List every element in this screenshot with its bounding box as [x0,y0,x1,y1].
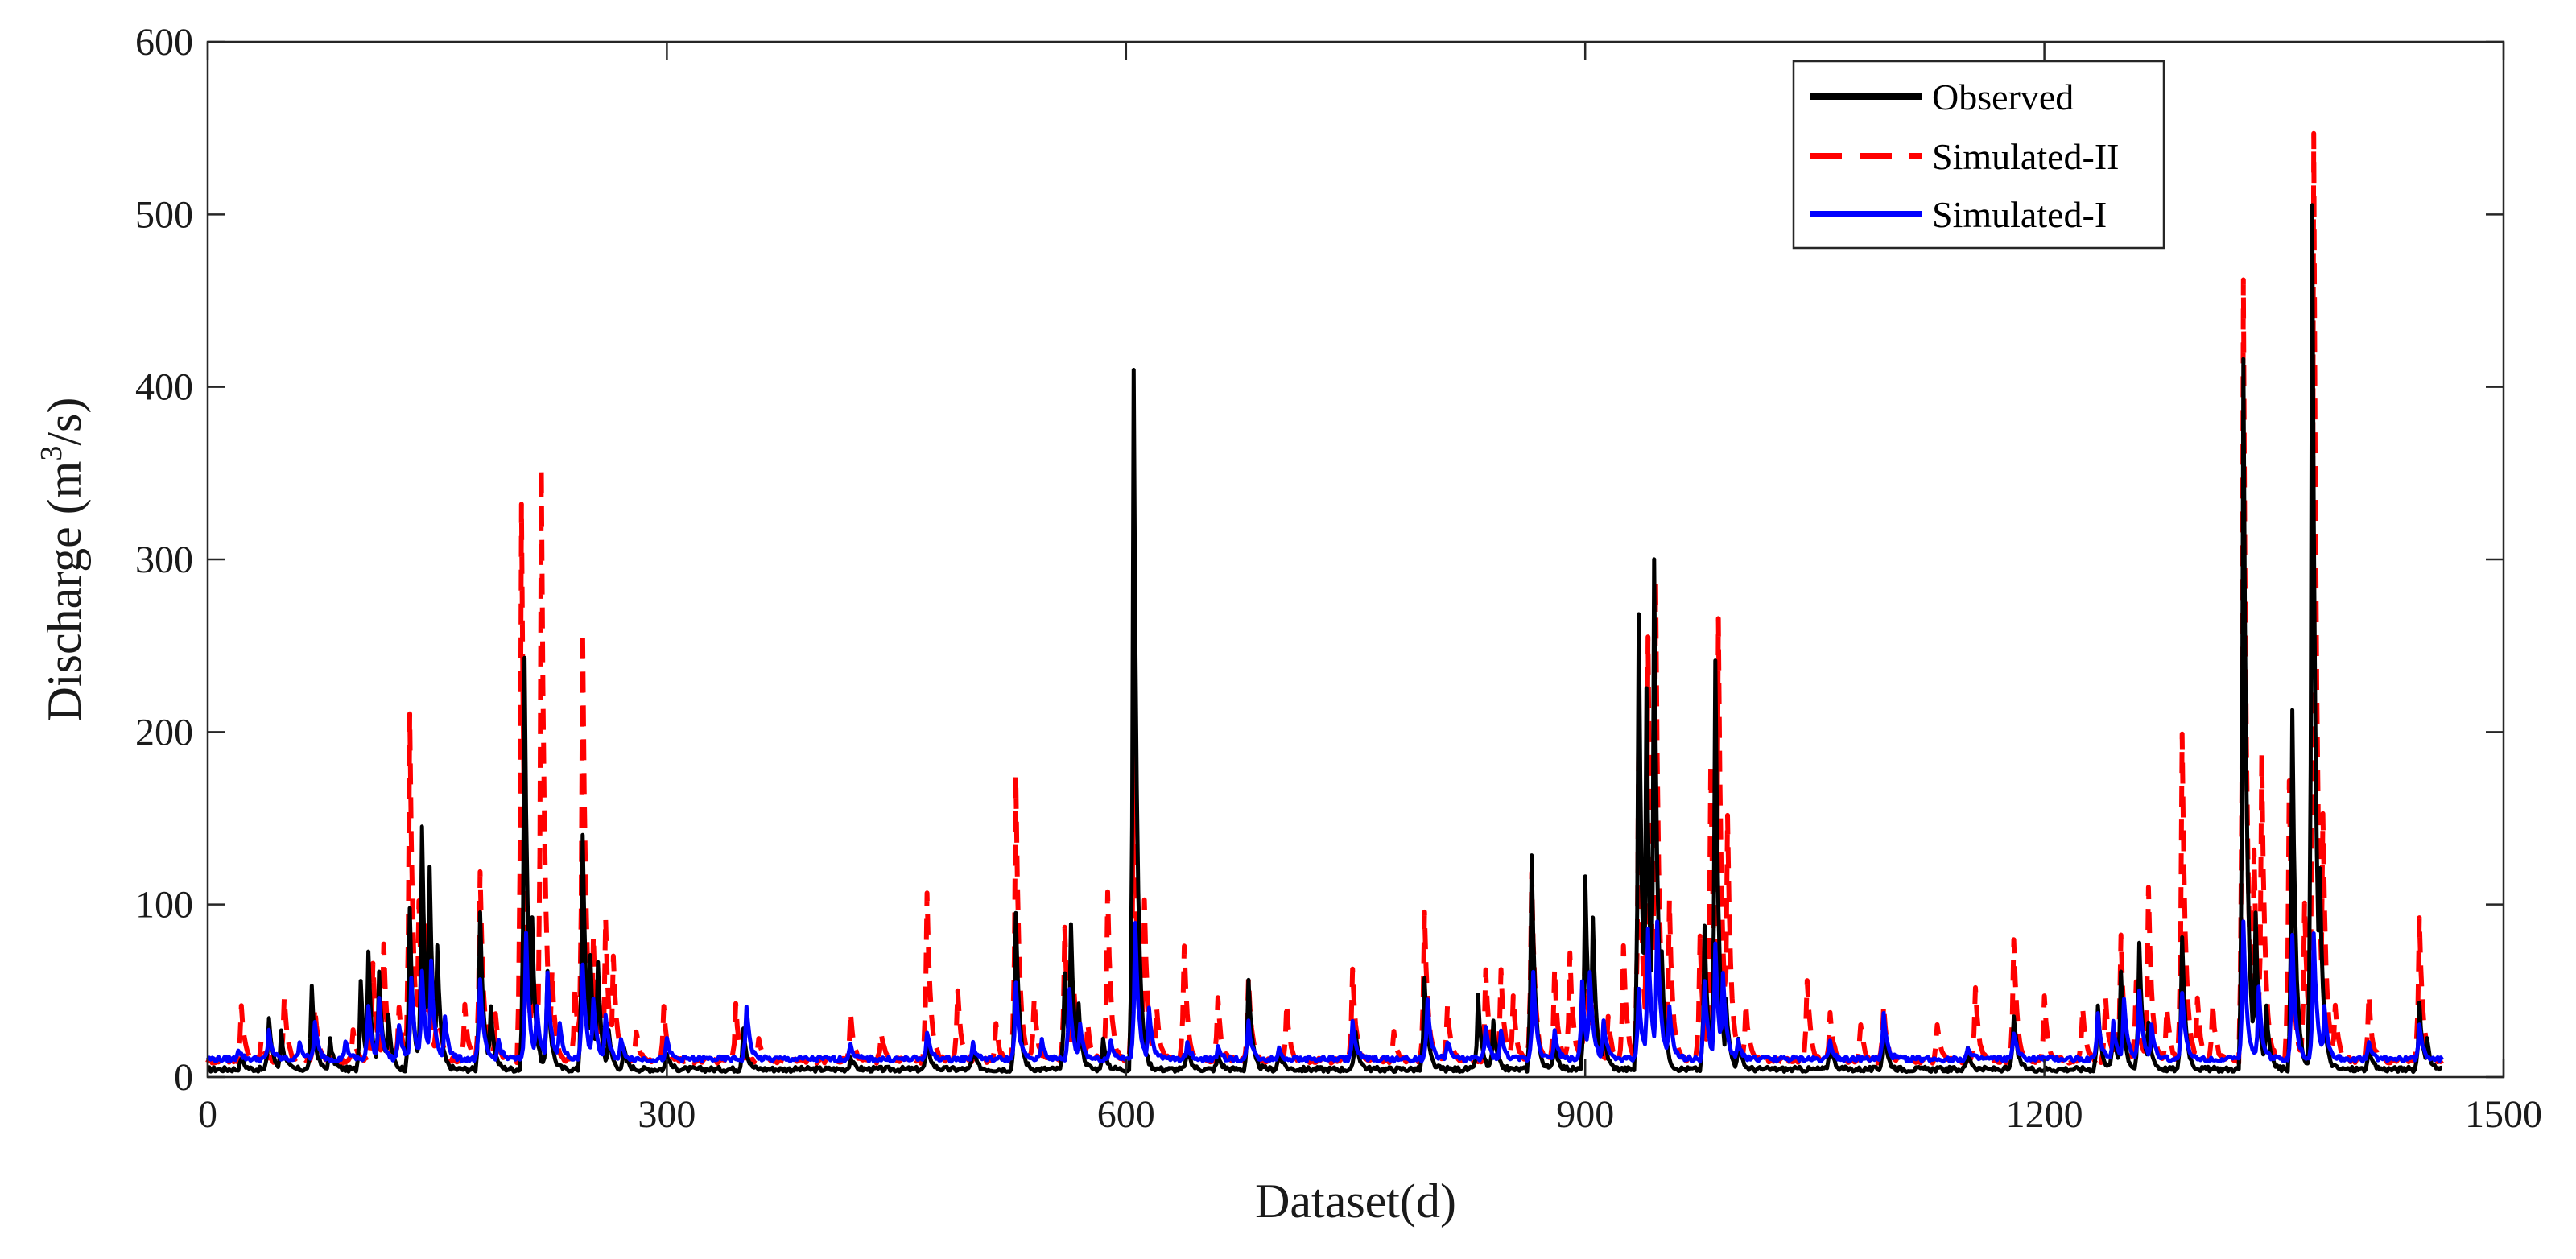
x-tick-label: 1200 [2006,1093,2083,1136]
legend: Observed Simulated-II Simulated-I [1792,60,2165,250]
y-axis-title: Discharge (m3/s) [35,398,91,722]
y-tick-label: 200 [135,711,193,753]
y-tick-label: 600 [135,21,193,64]
x-axis-title: Dataset(d) [1255,1174,1456,1228]
y-tick-label: 100 [135,884,193,927]
x-tick-label: 900 [1556,1093,1614,1136]
x-tick-label: 0 [198,1093,217,1136]
y-axis-title-prefix: Discharge (m [38,461,91,722]
y-tick-label: 0 [174,1056,193,1099]
legend-label-simulated-ii: Simulated-II [1932,136,2120,177]
ticks-layer: 0 300 600 900 1200 1500 0 100 200 300 400 500 600 [135,21,2542,1136]
legend-label-simulated-i: Simulated-I [1932,194,2107,235]
y-tick-label: 500 [135,193,193,236]
y-axis-title-suffix: /s) [38,398,91,446]
y-axis-title-sup: 3 [35,446,68,461]
y-tick-label: 400 [135,366,193,409]
x-tick-label: 300 [638,1093,696,1136]
x-tick-label: 600 [1097,1093,1155,1136]
series-layer [205,130,2445,1075]
x-tick-label: 1500 [2465,1093,2542,1136]
legend-label-observed: Observed [1932,76,2074,118]
series-simulated-i-line [206,919,2445,1064]
y-tick-label: 300 [135,539,193,581]
